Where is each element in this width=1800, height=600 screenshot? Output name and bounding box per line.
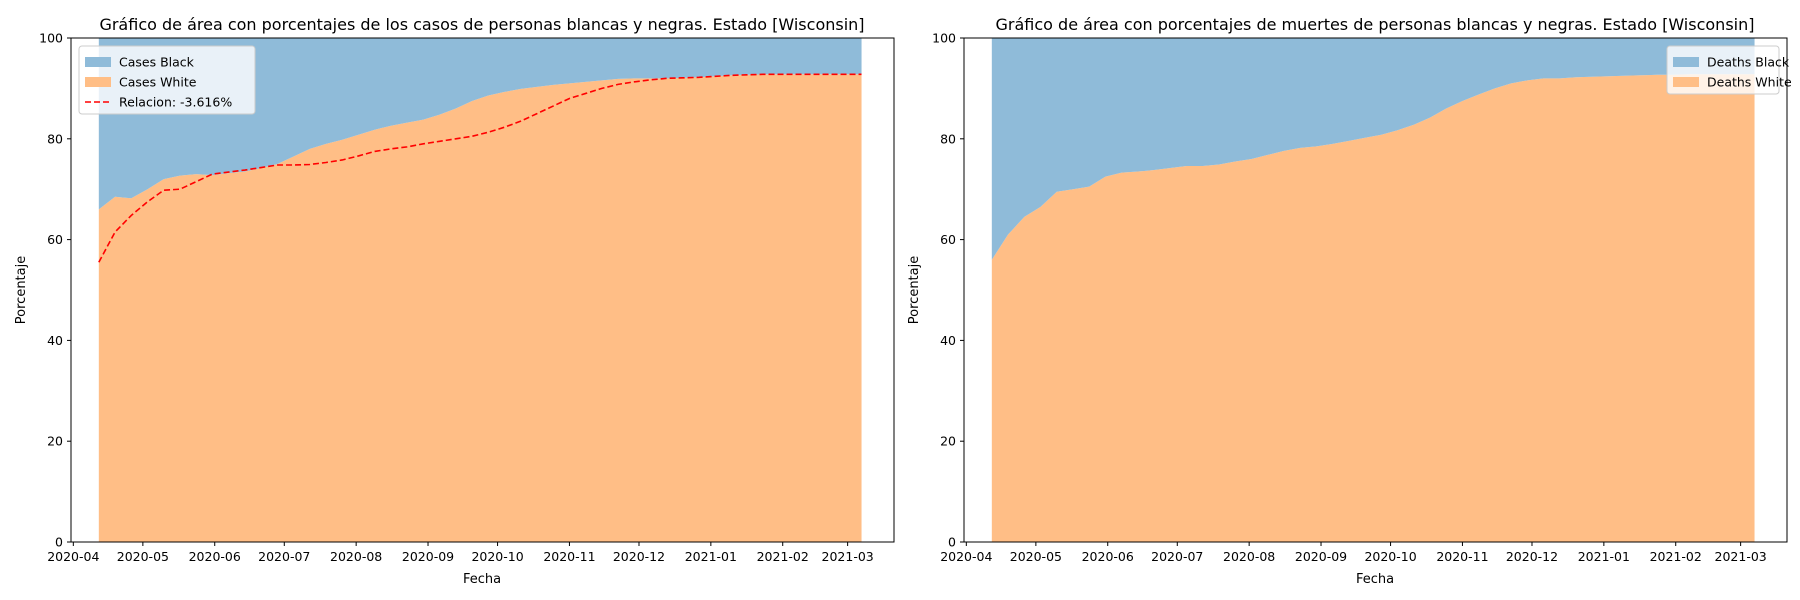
x-tick-label: 2020-08 <box>330 549 382 564</box>
legend-entry-label: Cases Black <box>119 55 195 70</box>
x-tick-label: 2020-07 <box>258 549 310 564</box>
y-tick-label: 40 <box>47 333 63 348</box>
deaths-legend: Deaths Black Deaths White <box>1666 45 1792 95</box>
cases-legend: Cases Black Cases White Relacion: -3.616% <box>78 45 256 115</box>
deaths-chart-title: Gráfico de área con porcentajes de muert… <box>996 15 1755 34</box>
deaths-y-axis-label: Porcentaje <box>907 256 922 324</box>
y-tick-label: 40 <box>940 333 956 348</box>
y-tick-label: 80 <box>47 131 63 146</box>
legend-swatch <box>85 57 111 67</box>
y-tick-label: 60 <box>940 232 956 247</box>
cases-y-ticks: 0 20 40 60 80 100 <box>39 31 71 550</box>
x-tick-label: 2020-11 <box>543 549 595 564</box>
y-tick-label: 0 <box>55 535 63 550</box>
y-tick-label: 60 <box>47 232 63 247</box>
area-deaths-black <box>991 38 1755 260</box>
y-tick-label: 80 <box>940 131 956 146</box>
ratio-line <box>98 73 862 263</box>
cases-areas <box>98 38 862 542</box>
deaths-chart-panel: Gráfico de área con porcentajes de muert… <box>907 15 1792 587</box>
y-tick-label: 0 <box>948 535 956 550</box>
cases-ratio-line-group <box>98 73 862 263</box>
x-tick-label: 2020-09 <box>402 549 454 564</box>
x-tick-label: 2020-08 <box>1223 549 1275 564</box>
x-tick-label: 2020-06 <box>189 549 241 564</box>
legend-box <box>78 45 256 115</box>
x-tick-label: 2021-03 <box>1715 549 1767 564</box>
x-tick-label: 2021-01 <box>685 549 737 564</box>
x-tick-label: 2020-11 <box>1436 549 1488 564</box>
cases-plot-frame <box>70 37 895 543</box>
y-tick-label: 100 <box>932 31 956 46</box>
x-tick-label: 2020-12 <box>613 549 665 564</box>
legend-swatch <box>1673 77 1699 87</box>
cases-chart-title: Gráfico de área con porcentajes de los c… <box>99 15 864 34</box>
legend-swatch <box>85 77 111 87</box>
y-tick-label: 20 <box>940 434 956 449</box>
legend-swatch <box>1673 57 1699 67</box>
x-tick-label: 2020-04 <box>940 549 992 564</box>
legend-entry-label: Deaths White <box>1707 75 1792 90</box>
x-tick-label: 2020-05 <box>117 549 169 564</box>
cases-x-ticks: 2020-04 2020-05 2020-06 2020-07 2020-08 2020-… <box>47 542 874 564</box>
x-tick-label: 2020-04 <box>47 549 99 564</box>
y-tick-label: 20 <box>47 434 63 449</box>
x-tick-label: 2020-06 <box>1082 549 1134 564</box>
area-cases-white <box>98 74 862 542</box>
x-tick-label: 2020-09 <box>1295 549 1347 564</box>
x-tick-label: 2021-02 <box>1650 549 1702 564</box>
x-tick-label: 2020-10 <box>1364 549 1416 564</box>
deaths-plot-frame <box>963 37 1788 543</box>
legend-entry-label: Relacion: -3.616% <box>119 95 232 110</box>
x-tick-label: 2020-07 <box>1151 549 1203 564</box>
area-deaths-white <box>991 74 1755 542</box>
cases-chart-panel: Gráfico de área con porcentajes de los c… <box>14 15 895 587</box>
deaths-y-ticks: 0 20 40 60 80 100 <box>932 31 964 550</box>
x-tick-label: 2021-01 <box>1578 549 1630 564</box>
x-tick-label: 2021-03 <box>822 549 874 564</box>
area-cases-black <box>98 38 862 210</box>
x-tick-label: 2020-12 <box>1506 549 1558 564</box>
deaths-x-ticks: 2020-04 2020-05 2020-06 2020-07 2020-08 2020-… <box>940 542 1767 564</box>
deaths-x-axis-label: Fecha <box>1356 572 1394 587</box>
cases-x-axis-label: Fecha <box>463 572 501 587</box>
legend-entry-label: Deaths Black <box>1707 55 1790 70</box>
y-tick-label: 100 <box>39 31 63 46</box>
x-tick-label: 2021-02 <box>757 549 809 564</box>
cases-y-axis-label: Porcentaje <box>14 256 29 324</box>
x-tick-label: 2020-05 <box>1010 549 1062 564</box>
x-tick-label: 2020-10 <box>471 549 523 564</box>
deaths-areas <box>991 38 1755 542</box>
legend-entry-label: Cases White <box>119 75 197 90</box>
